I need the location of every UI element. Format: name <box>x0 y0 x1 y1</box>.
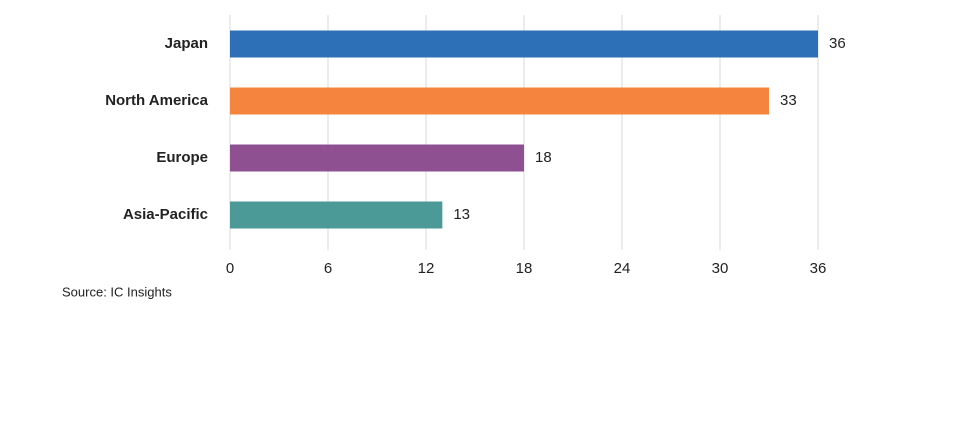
data-label: 33 <box>780 92 797 109</box>
bar <box>230 201 443 229</box>
source-note: Source: IC Insights <box>62 284 172 299</box>
x-tick-label: 12 <box>418 260 435 277</box>
data-label: 18 <box>535 149 552 166</box>
x-tick-label: 30 <box>712 260 729 277</box>
data-label: 13 <box>453 206 470 223</box>
y-tick-label: Japan <box>165 35 208 52</box>
bar <box>230 87 769 115</box>
x-tick-label: 36 <box>810 260 827 277</box>
x-tick-label: 18 <box>516 260 533 277</box>
y-tick-label: Asia-Pacific <box>123 206 208 223</box>
data-label: 36 <box>829 35 846 52</box>
y-tick-label: Europe <box>156 149 208 166</box>
x-tick-label: 0 <box>226 260 234 277</box>
bar <box>230 144 524 172</box>
y-tick-label: North America <box>105 92 208 109</box>
x-tick-label: 6 <box>324 260 332 277</box>
bar <box>230 30 818 58</box>
x-tick-label: 24 <box>614 260 631 277</box>
